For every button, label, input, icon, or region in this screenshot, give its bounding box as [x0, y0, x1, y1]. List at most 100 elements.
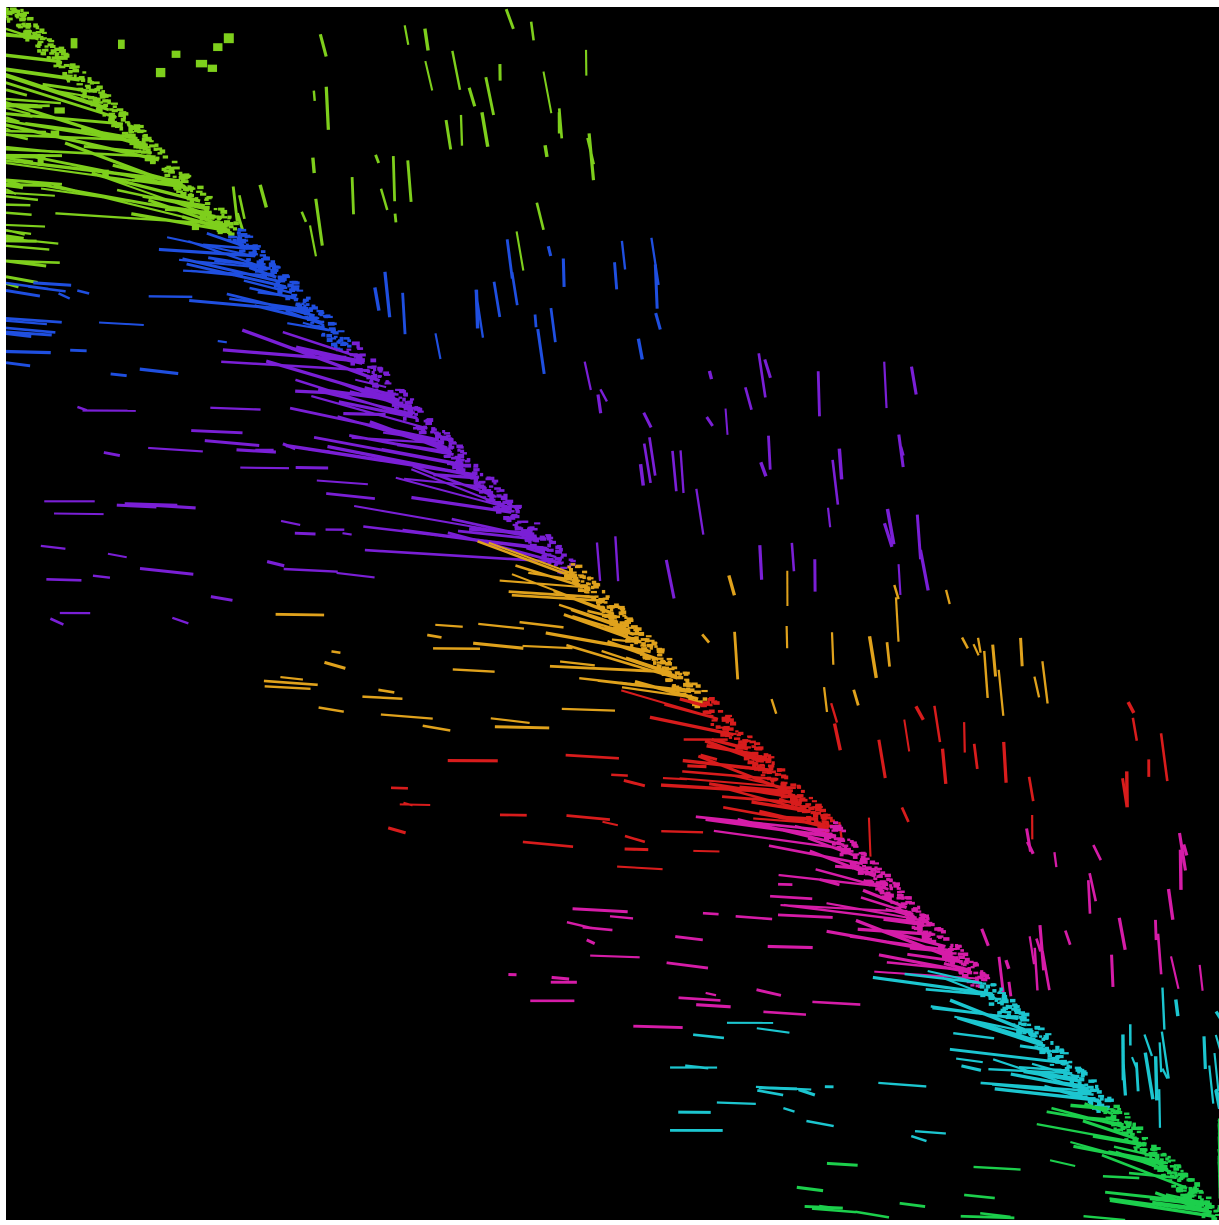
- diag-mark-green-1: [49, 52, 55, 55]
- column-stroke-red: [900, 806, 910, 823]
- diag-mark-green-2: [1192, 1194, 1197, 1197]
- diag-mark-red: [782, 781, 788, 785]
- row-stroke-blue: [76, 289, 90, 295]
- fan-stroke-orange: [579, 676, 690, 692]
- column-stroke-magenta: [1064, 930, 1072, 946]
- row-stroke-green-1: [6, 156, 34, 163]
- column-stroke-magenta: [1038, 924, 1046, 971]
- diag-mark-orange: [652, 661, 657, 665]
- diag-mark-red: [745, 739, 751, 742]
- diag-mark-red: [762, 771, 767, 774]
- row-stroke-purple: [92, 574, 111, 579]
- diag-mark-magenta: [889, 886, 893, 891]
- row-stroke-orange: [331, 650, 341, 655]
- diag-mark-purple: [547, 561, 552, 565]
- diag-mark-cyan: [1080, 1075, 1085, 1078]
- column-stroke-purple: [707, 370, 714, 380]
- diag-mark-green-1: [187, 186, 194, 191]
- diag-mark-green-2: [1215, 1213, 1219, 1217]
- diag-mark-green-2: [1205, 1202, 1212, 1207]
- diag-mark-cyan: [1107, 1098, 1114, 1102]
- diag-mark-green-2: [1112, 1111, 1119, 1115]
- column-stroke-purple: [790, 542, 796, 572]
- diag-mark-red: [717, 726, 725, 729]
- fan-stroke-green-1: [6, 123, 160, 162]
- fan-stroke-purple: [327, 444, 476, 478]
- diag-mark-red: [752, 764, 757, 768]
- diag-mark-orange: [590, 590, 597, 594]
- diag-mark-green-1: [144, 158, 152, 162]
- diag-mark-purple: [486, 476, 491, 480]
- diag-mark-cyan: [1051, 1056, 1056, 1061]
- diag-mark-green-1: [27, 17, 34, 21]
- diag-mark-magenta: [896, 896, 902, 900]
- fan-stroke-green-1: [6, 33, 37, 39]
- diag-mark-blue: [277, 290, 283, 294]
- fan-stroke-purple: [410, 468, 506, 508]
- row-stroke-blue: [6, 326, 56, 334]
- diag-mark-magenta: [973, 971, 979, 975]
- diag-mark-magenta: [862, 865, 867, 868]
- fan-stroke-blue: [187, 240, 269, 270]
- column-stroke-cyan: [1160, 1031, 1170, 1079]
- diag-mark-green-1: [150, 161, 156, 164]
- diag-mark-magenta: [959, 960, 963, 964]
- diag-mark-cyan: [1031, 1032, 1037, 1037]
- diag-mark-green-1: [121, 131, 129, 135]
- diag-mark-purple: [448, 444, 452, 449]
- row-stroke-cyan: [910, 1134, 927, 1143]
- row-stroke-red: [624, 834, 646, 844]
- diag-mark-magenta: [832, 827, 838, 831]
- diag-mark-green-1: [20, 8, 24, 13]
- diag-mark-orange: [659, 660, 667, 665]
- column-stroke-purple: [831, 459, 840, 505]
- diag-mark-green-1: [223, 220, 231, 224]
- diag-mark-green-2: [1124, 1116, 1131, 1119]
- diag-mark-red: [707, 697, 714, 702]
- diag-mark-blue: [278, 277, 285, 281]
- column-stroke-green-1: [587, 133, 596, 181]
- diag-mark-orange: [656, 664, 660, 668]
- diag-mark-green-2: [1165, 1157, 1169, 1161]
- column-stroke-magenta: [1092, 844, 1103, 861]
- diag-mark-red: [720, 733, 727, 737]
- diag-mark-orange: [688, 688, 695, 693]
- diag-mark-orange: [683, 672, 689, 676]
- column-stroke-purple: [679, 450, 685, 494]
- diag-mark-blue: [318, 312, 322, 316]
- row-stroke-green-2: [796, 1185, 824, 1193]
- diag-mark-green-1: [56, 62, 61, 66]
- diag-mark-red: [823, 820, 829, 823]
- row-stroke-red: [565, 753, 620, 760]
- column-stroke-magenta: [1086, 880, 1092, 914]
- column-stroke-green-1: [393, 213, 398, 223]
- diag-mark-green-2: [1180, 1169, 1184, 1173]
- diag-mark-magenta: [981, 978, 985, 982]
- diag-mark-green-1: [56, 55, 64, 60]
- diag-mark-green-1: [62, 52, 69, 55]
- diag-mark-red: [708, 709, 715, 714]
- diag-mark-cyan: [1021, 1022, 1026, 1026]
- diag-mark-orange: [603, 597, 608, 600]
- diag-mark-purple: [378, 367, 383, 372]
- diag-mark-blue: [269, 263, 276, 268]
- row-stroke-purple: [210, 406, 261, 411]
- diag-mark-magenta: [869, 872, 877, 876]
- column-stroke-cyan: [1161, 1068, 1169, 1080]
- diag-mark-magenta: [949, 952, 957, 955]
- diag-mark-purple: [441, 435, 449, 439]
- row-stroke-orange: [494, 725, 550, 730]
- diag-mark-purple: [472, 486, 480, 489]
- column-stroke-orange: [822, 687, 829, 713]
- row-stroke-red: [602, 820, 619, 827]
- diag-mark-orange: [567, 565, 571, 569]
- row-stroke-orange: [280, 675, 304, 681]
- row-stroke-red: [693, 849, 720, 853]
- diag-mark-green-1: [39, 37, 46, 41]
- fan-stroke-magenta: [783, 903, 922, 924]
- diag-mark-orange: [638, 631, 645, 636]
- fan-stroke-purple: [457, 529, 539, 541]
- diag-mark-blue: [291, 293, 298, 297]
- column-stroke-orange: [983, 650, 989, 699]
- diag-mark-blue: [289, 288, 296, 293]
